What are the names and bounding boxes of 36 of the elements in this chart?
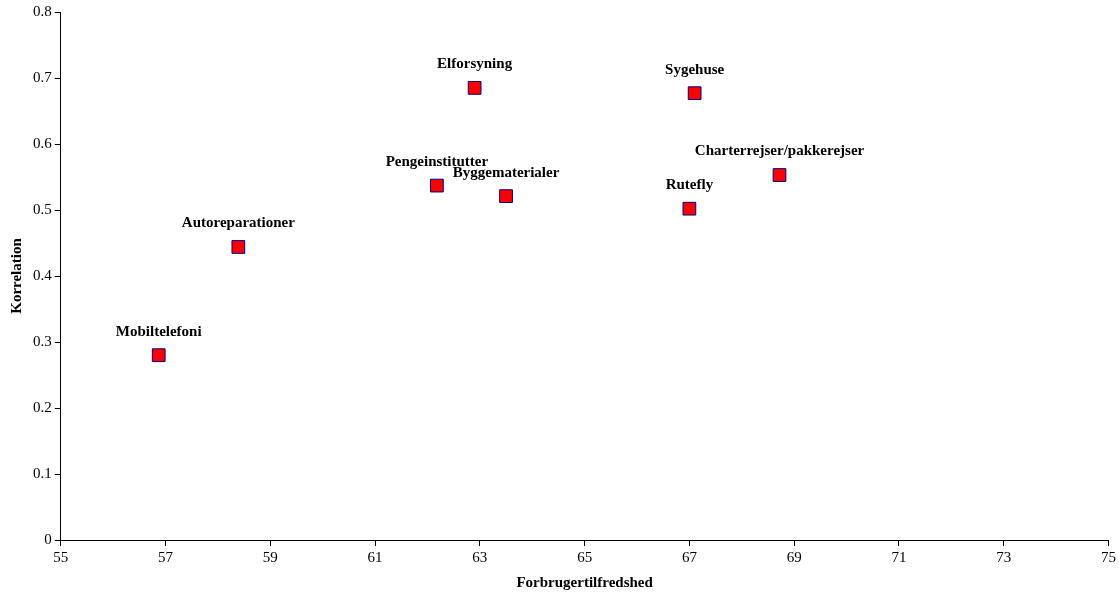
x-tick-label: 63 — [472, 548, 488, 565]
point — [151, 348, 166, 363]
x-tick-label: 55 — [53, 548, 69, 565]
point — [231, 240, 246, 254]
x-tick-label: 75 — [1101, 548, 1116, 565]
annotation: Rutefly — [665, 176, 714, 193]
y-axis-title: Korrelation — [7, 237, 24, 314]
y-tick-label: 0.3 — [33, 332, 52, 349]
x-tick-label: 67 — [681, 548, 698, 565]
x-tick-label: 61 — [367, 548, 383, 565]
point — [430, 178, 444, 193]
y-tick-label: 0.8 — [33, 2, 52, 19]
annotation: Sygehuse — [665, 60, 725, 77]
y-tick-label: 0.7 — [33, 68, 53, 85]
annotation: Mobiltelefoni — [115, 322, 202, 339]
y-tick-label: 0.6 — [33, 134, 53, 151]
annotation: Charterrejser/pakkerejser — [694, 142, 865, 159]
y-tick-label: 0 — [44, 530, 52, 547]
x-tick-label: 57 — [158, 548, 174, 565]
annotation: Elforsyning — [437, 55, 513, 72]
y-tick-label: 0.2 — [33, 398, 52, 415]
x-tick-label: 71 — [891, 548, 907, 565]
x-tick-label: 65 — [577, 548, 593, 565]
x-axis-title: Forbrugertilfredshed — [516, 573, 654, 590]
y-tick-label: 0.1 — [33, 464, 52, 481]
x-tick-label: 69 — [786, 548, 802, 565]
point — [467, 81, 482, 95]
annotation: Autoreparationer — [181, 214, 296, 231]
y-tick-label: 0.5 — [33, 200, 52, 217]
point — [499, 189, 513, 203]
x-tick-label: 59 — [262, 548, 278, 565]
x-tick-label: 73 — [996, 548, 1012, 565]
point — [687, 86, 702, 101]
point — [682, 201, 697, 216]
y-tick-label: 0.4 — [33, 266, 53, 283]
point — [772, 168, 787, 182]
